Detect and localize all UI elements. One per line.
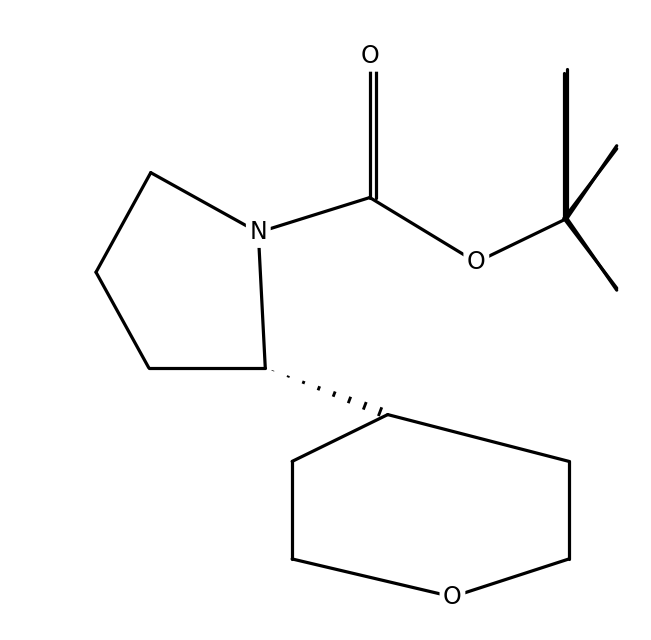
Text: O: O: [467, 250, 486, 275]
Text: O: O: [361, 44, 379, 68]
Text: O: O: [443, 585, 462, 609]
Text: N: N: [249, 220, 267, 244]
